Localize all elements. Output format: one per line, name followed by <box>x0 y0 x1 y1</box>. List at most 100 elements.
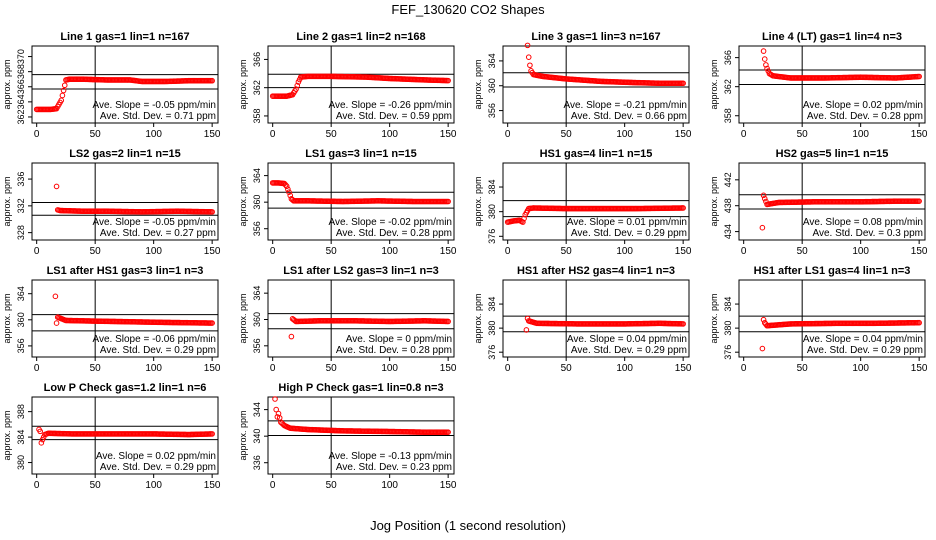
chart-panel-13: Low P Check gas=1.2 lin=1 n=6 0 50 100 150 38… <box>2 382 221 491</box>
annotation-text: Ave. Slope = -0.05 ppm/min <box>93 217 217 228</box>
data-point <box>287 192 294 199</box>
annotation-text: Ave. Slope = -0.02 ppm/min <box>329 217 453 228</box>
plot-frame <box>267 279 455 358</box>
y-axis-label: approx. ppm <box>2 293 12 343</box>
chart-title: LS2 gas=2 lin=1 n=15 <box>69 148 181 160</box>
y-tick-label: 380 <box>16 455 26 470</box>
y-tick-label: 376 <box>723 345 733 360</box>
y-axis-label: approx. ppm <box>238 59 248 109</box>
annotation-text: Ave. Std. Dev. = 0.28 ppm <box>336 228 452 239</box>
annotation-text: Ave. Slope = 0.04 ppm/min <box>567 334 687 345</box>
annotation-text: Ave. Slope = 0.02 ppm/min <box>803 100 923 111</box>
x-tick-label: 150 <box>204 363 221 374</box>
annotation-text: Ave. Std. Dev. = 0.28 ppm <box>336 345 452 356</box>
data-point <box>680 321 686 327</box>
y-tick-label: 364 <box>16 286 26 301</box>
x-tick-label: 150 <box>675 129 692 140</box>
data-point <box>916 319 922 326</box>
plot-frame <box>502 162 690 241</box>
annotation-text: Ave. Slope = -0.13 ppm/min <box>329 451 453 462</box>
x-tick-label: 50 <box>561 363 573 374</box>
chart-title: LS1 after HS1 gas=3 lin=1 n=3 <box>47 265 204 277</box>
x-tick-label: 150 <box>440 480 457 491</box>
y-tick-label: 356 <box>487 103 497 118</box>
y-tick-label: 380 <box>487 204 497 219</box>
x-tick-label: 150 <box>911 246 928 257</box>
y-tick-label: 384 <box>723 297 733 312</box>
plot-frame <box>738 279 926 358</box>
plot-frame <box>31 162 219 241</box>
chart-panel-12: HS1 after LS1 gas=4 lin=1 n=3 0 50 100 150 37… <box>709 265 928 374</box>
x-tick-label: 50 <box>326 480 338 491</box>
x-tick-label: 50 <box>797 246 809 257</box>
x-tick-label: 0 <box>505 363 511 374</box>
x-tick-label: 100 <box>145 246 162 257</box>
x-tick-label: 50 <box>326 129 338 140</box>
data-point <box>680 80 686 87</box>
data-point <box>520 219 526 225</box>
chart-title: LS1 after LS2 gas=3 lin=1 n=3 <box>283 265 439 277</box>
y-tick-label: 380 <box>723 321 733 336</box>
x-tick-label: 100 <box>616 363 633 374</box>
x-tick-label: 0 <box>34 480 40 491</box>
data-point <box>58 97 65 104</box>
data-point <box>760 48 767 54</box>
annotation-text: Ave. Std. Dev. = 0.59 ppm <box>336 111 452 122</box>
x-tick-label: 100 <box>145 480 162 491</box>
y-axis-label: approx. ppm <box>2 176 12 226</box>
data-point <box>759 224 766 231</box>
x-tick-label: 50 <box>561 129 573 140</box>
x-tick-label: 50 <box>90 246 102 257</box>
y-tick-label: 376 <box>487 345 497 360</box>
x-tick-label: 150 <box>911 363 928 374</box>
y-tick-label: 362 <box>252 80 262 95</box>
chart-panel-9: LS1 after HS1 gas=3 lin=1 n=3 0 50 100 150 35… <box>2 265 221 374</box>
x-tick-label: 150 <box>440 129 457 140</box>
chart-panel-6: LS1 gas=3 lin=1 n=15 0 50 100 150 356 360 364 ap… <box>238 148 457 257</box>
x-tick-label: 150 <box>675 363 692 374</box>
y-tick-label: 340 <box>252 429 262 444</box>
y-tick-label: 360 <box>252 312 262 327</box>
y-axis-label: approx. ppm <box>473 176 483 226</box>
data-point <box>282 182 289 188</box>
y-axis-label: approx. ppm <box>473 293 483 343</box>
page-title: FEF_130620 CO2 Shapes <box>391 2 545 17</box>
plot-frame <box>267 162 455 241</box>
data-point <box>209 431 215 437</box>
data-point <box>37 428 43 435</box>
y-tick-label: 356 <box>16 338 26 353</box>
data-point <box>761 56 768 62</box>
data-point <box>53 183 60 190</box>
x-tick-label: 100 <box>852 129 869 140</box>
x-tick-label: 100 <box>381 480 398 491</box>
x-tick-label: 0 <box>270 480 276 491</box>
x-tick-label: 50 <box>90 129 102 140</box>
y-tick-label: 358 <box>723 108 733 123</box>
x-tick-label: 50 <box>561 246 573 257</box>
annotation-text: Ave. Std. Dev. = 0.29 ppm <box>807 345 923 356</box>
data-point <box>272 396 278 402</box>
data-point <box>760 192 767 199</box>
y-axis-label: approx. ppm <box>709 293 719 343</box>
y-tick-label: 356 <box>252 221 262 236</box>
data-point <box>761 195 768 202</box>
y-tick-label: 384 <box>487 297 497 312</box>
data-point <box>209 77 215 84</box>
data-point <box>52 293 59 300</box>
chart-title: LS1 gas=3 lin=1 n=15 <box>305 148 417 160</box>
annotation-text: Ave. Slope = 0 ppm/min <box>346 334 452 345</box>
y-tick-label: 356 <box>252 338 262 353</box>
x-tick-label: 0 <box>741 129 747 140</box>
y-tick-label: 384 <box>487 180 497 195</box>
y-tick-label: 384 <box>16 430 26 445</box>
chart-panel-8: HS2 gas=5 lin=1 n=15 0 50 100 150 434 438 442 ap… <box>709 148 928 257</box>
chart-title: HS1 after HS2 gas=4 lin=1 n=3 <box>517 265 675 277</box>
y-tick-label: 360 <box>16 312 26 327</box>
data-point <box>760 316 767 323</box>
y-tick-label: 366 <box>723 50 733 65</box>
y-tick-label: 368 <box>16 64 26 79</box>
data-point <box>445 77 451 84</box>
data-point <box>527 62 533 69</box>
data-point <box>209 209 215 215</box>
y-tick-label: 336 <box>16 172 26 187</box>
